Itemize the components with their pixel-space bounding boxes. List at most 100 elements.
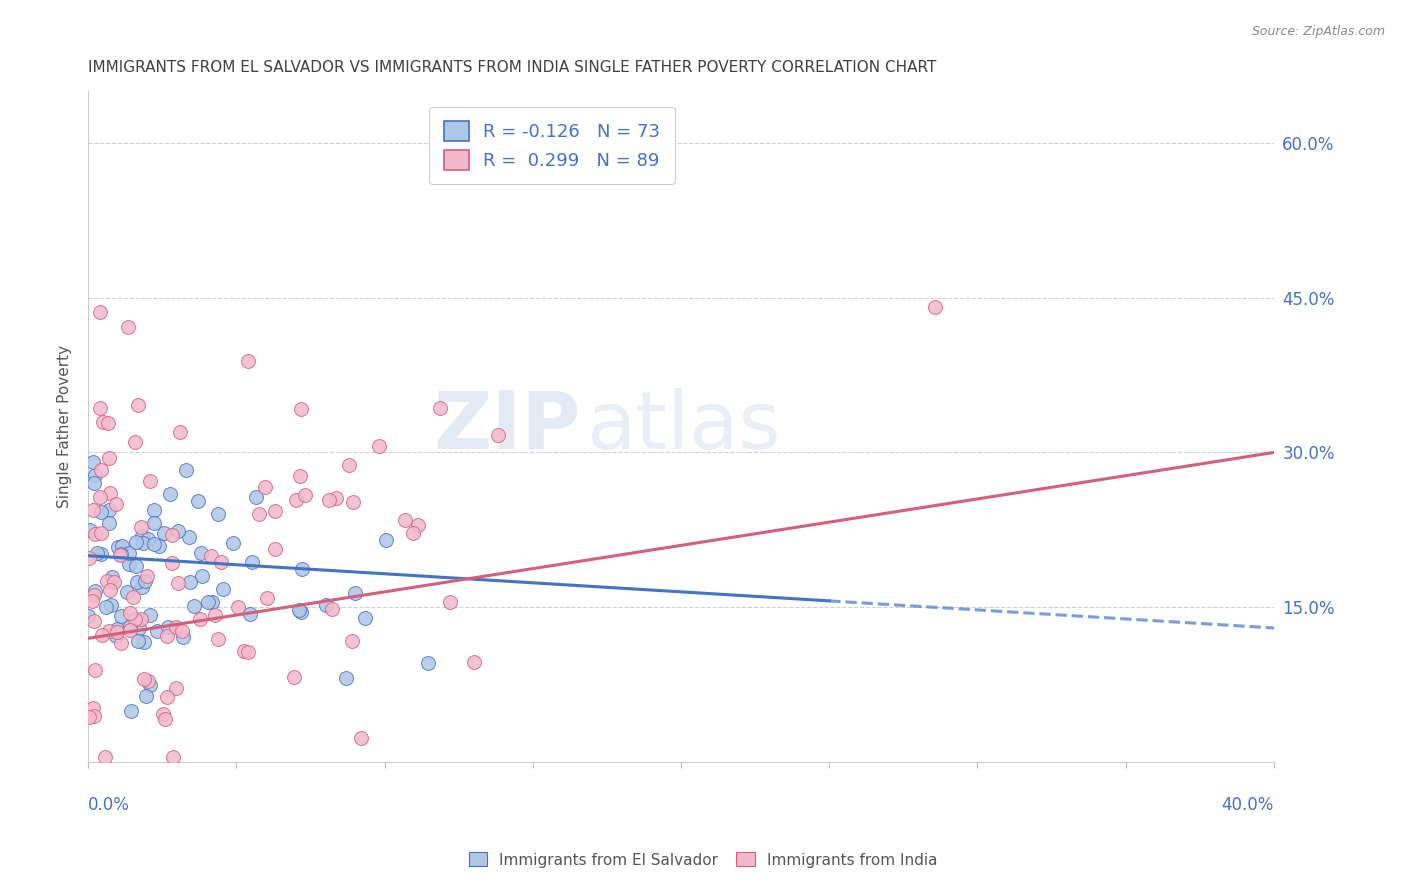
Point — [170, 624, 193, 638]
Point — [160, 528, 183, 542]
Point — [125, 534, 148, 549]
Point — [288, 603, 311, 617]
Text: Source: ZipAtlas.com: Source: ZipAtlas.com — [1251, 25, 1385, 38]
Point — [83, 584, 105, 599]
Point — [200, 594, 222, 608]
Point — [342, 495, 364, 509]
Point — [207, 507, 229, 521]
Point — [110, 547, 132, 561]
Point — [165, 681, 187, 696]
Point — [924, 300, 946, 314]
Point — [83, 708, 105, 723]
Text: 40.0%: 40.0% — [1222, 796, 1274, 814]
Point — [337, 458, 360, 472]
Point — [94, 599, 117, 614]
Point — [406, 518, 429, 533]
Point — [97, 624, 120, 638]
Point — [90, 463, 112, 477]
Point — [169, 425, 191, 439]
Point — [294, 488, 316, 502]
Point — [139, 607, 162, 622]
Point — [291, 562, 314, 576]
Point — [226, 599, 249, 614]
Point — [200, 549, 222, 564]
Point — [368, 438, 391, 452]
Point — [172, 630, 194, 644]
Point — [207, 632, 229, 646]
Point — [315, 598, 337, 612]
Point — [77, 551, 100, 566]
Point — [375, 533, 398, 548]
Point — [82, 503, 104, 517]
Point — [190, 546, 212, 560]
Point — [166, 524, 188, 539]
Point — [120, 704, 142, 718]
Point — [103, 574, 125, 589]
Text: IMMIGRANTS FROM EL SALVADOR VS IMMIGRANTS FROM INDIA SINGLE FATHER POVERTY CORRE: IMMIGRANTS FROM EL SALVADOR VS IMMIGRANT… — [89, 60, 936, 75]
Point — [86, 546, 108, 560]
Point — [401, 525, 423, 540]
Point — [254, 480, 277, 494]
Point — [131, 612, 153, 626]
Point — [335, 671, 357, 685]
Point — [156, 629, 179, 643]
Point — [83, 663, 105, 677]
Point — [340, 633, 363, 648]
Point — [156, 690, 179, 705]
Point — [187, 494, 209, 508]
Point — [89, 305, 111, 319]
Point — [153, 712, 176, 726]
Point — [111, 540, 134, 554]
Point — [134, 635, 156, 649]
Point — [283, 670, 305, 684]
Point — [183, 599, 205, 613]
Point — [134, 574, 156, 588]
Point — [97, 516, 120, 530]
Point — [247, 507, 270, 521]
Point — [135, 569, 157, 583]
Point — [100, 598, 122, 612]
Point — [91, 627, 114, 641]
Point — [222, 536, 245, 550]
Point — [91, 415, 114, 429]
Point — [110, 636, 132, 650]
Point — [204, 607, 226, 622]
Point — [83, 588, 105, 602]
Point — [115, 584, 138, 599]
Point — [118, 545, 141, 559]
Point — [191, 569, 214, 583]
Point — [143, 503, 166, 517]
Point — [97, 416, 120, 430]
Point — [107, 541, 129, 555]
Point — [118, 557, 141, 571]
Point — [211, 582, 233, 596]
Text: ZIP: ZIP — [433, 388, 581, 466]
Point — [122, 590, 145, 604]
Point — [138, 674, 160, 689]
Point — [124, 434, 146, 449]
Point — [129, 519, 152, 533]
Point — [83, 614, 105, 628]
Point — [176, 463, 198, 477]
Point — [104, 630, 127, 644]
Point — [146, 624, 169, 639]
Point — [96, 574, 118, 588]
Point — [127, 633, 149, 648]
Point — [285, 492, 308, 507]
Point — [124, 558, 146, 573]
Point — [82, 700, 104, 714]
Point — [152, 526, 174, 541]
Point — [188, 612, 211, 626]
Point — [89, 401, 111, 415]
Text: 0.0%: 0.0% — [89, 796, 129, 814]
Point — [110, 548, 132, 562]
Point — [238, 354, 260, 368]
Point — [256, 591, 278, 605]
Point — [209, 555, 232, 569]
Point — [290, 605, 312, 619]
Point — [80, 593, 103, 607]
Point — [165, 620, 187, 634]
Point — [264, 504, 287, 518]
Point — [343, 586, 366, 600]
Point — [166, 576, 188, 591]
